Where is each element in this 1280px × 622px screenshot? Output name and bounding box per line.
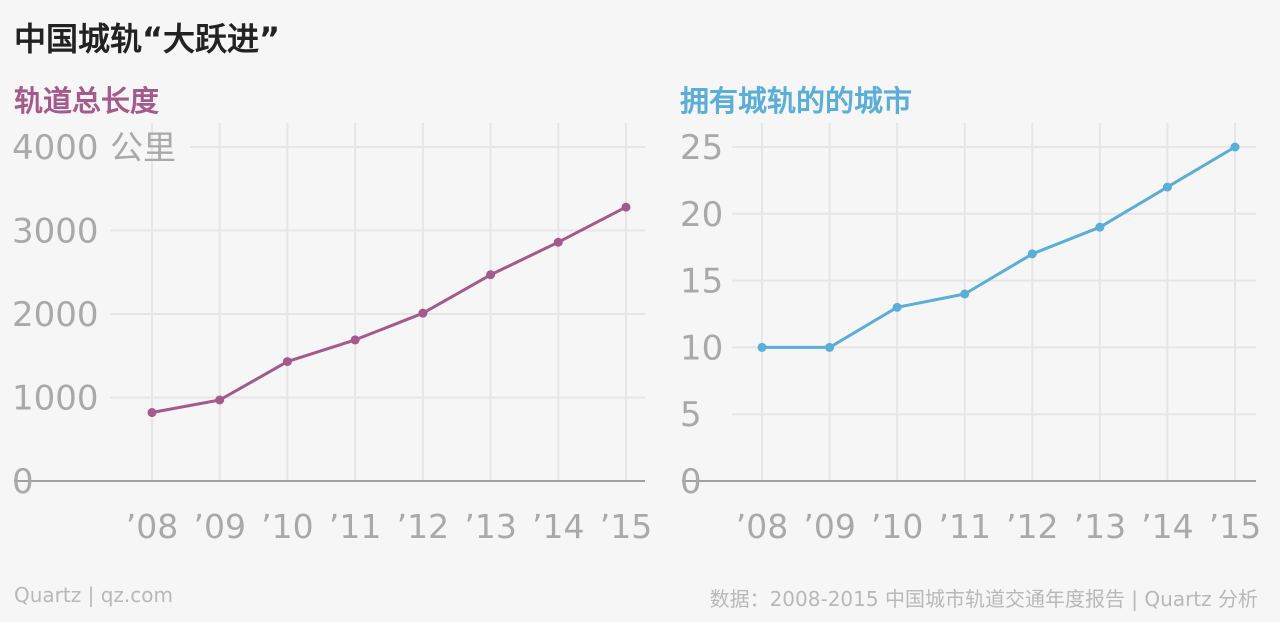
x-tick-label: ’13 bbox=[464, 507, 516, 546]
x-tick-label: ’11 bbox=[938, 507, 990, 546]
y-tick-label: 3000 bbox=[12, 212, 99, 252]
data-point bbox=[418, 308, 428, 318]
y-tick-label: 2000 bbox=[12, 295, 99, 335]
page-title: 中国城轨“大跃进” bbox=[14, 20, 281, 58]
data-point bbox=[147, 408, 157, 418]
x-tick-label: ’10 bbox=[871, 507, 923, 546]
data-point bbox=[825, 342, 835, 352]
footer-source: 数据：2008-2015 中国城市轨道交通年度报告 | Quartz 分析 bbox=[709, 587, 1258, 611]
series-line bbox=[151, 205, 627, 414]
y-tick-label: 15 bbox=[680, 262, 723, 302]
data-point bbox=[621, 202, 631, 212]
x-tick-label: ’10 bbox=[261, 507, 313, 546]
series-line bbox=[762, 145, 1236, 349]
y-tick-label: 0 bbox=[12, 462, 34, 502]
x-tick-label: ’11 bbox=[329, 507, 381, 546]
x-tick-label: ’09 bbox=[193, 507, 245, 546]
y-tick-label: 4000 bbox=[12, 128, 99, 168]
x-tick-label: ’13 bbox=[1074, 507, 1126, 546]
x-tick-label: ’09 bbox=[803, 507, 855, 546]
x-tick-label: ’15 bbox=[600, 507, 652, 546]
x-tick-label: ’08 bbox=[126, 507, 178, 546]
data-point bbox=[350, 335, 360, 345]
data-point bbox=[553, 237, 563, 247]
x-tick-label: ’14 bbox=[532, 507, 584, 546]
data-point bbox=[282, 357, 292, 367]
data-point bbox=[1230, 142, 1240, 152]
y-tick-label: 25 bbox=[680, 128, 723, 168]
data-point bbox=[892, 302, 902, 312]
data-point bbox=[215, 395, 225, 405]
y-tick-label: 5 bbox=[680, 395, 702, 435]
y-tick-label: 20 bbox=[680, 195, 723, 235]
data-point bbox=[486, 270, 496, 280]
y-tick-label: 0 bbox=[680, 462, 702, 502]
data-point bbox=[1027, 249, 1037, 259]
data-point bbox=[1095, 222, 1105, 232]
x-tick-label: ’08 bbox=[736, 507, 788, 546]
y-tick-label: 10 bbox=[680, 328, 723, 368]
data-point bbox=[960, 289, 970, 299]
x-tick-label: ’12 bbox=[1006, 507, 1058, 546]
data-point bbox=[1162, 182, 1172, 192]
y-tick-label: 1000 bbox=[12, 379, 99, 419]
right-chart: 0 5 10 15 20 25 ’08 ’09 ’10 ’11 ’12 ’13 ’14 ’15 bbox=[680, 123, 1261, 546]
x-tick-label: ’12 bbox=[397, 507, 449, 546]
y-unit-label: 公里 bbox=[110, 128, 176, 167]
left-chart-title: 轨道总长度 bbox=[14, 84, 160, 118]
left-chart: 0 1000 2000 3000 4000 公里 ’08 ’09 ’10 ’11 ’12 ’13 ’14… bbox=[12, 123, 652, 546]
x-tick-label: ’14 bbox=[1141, 507, 1193, 546]
data-point bbox=[757, 342, 767, 352]
right-chart-title: 拥有城轨的的城市 bbox=[680, 84, 913, 118]
footer-credit: Quartz | qz.com bbox=[14, 583, 173, 607]
x-tick-label: ’15 bbox=[1209, 507, 1261, 546]
